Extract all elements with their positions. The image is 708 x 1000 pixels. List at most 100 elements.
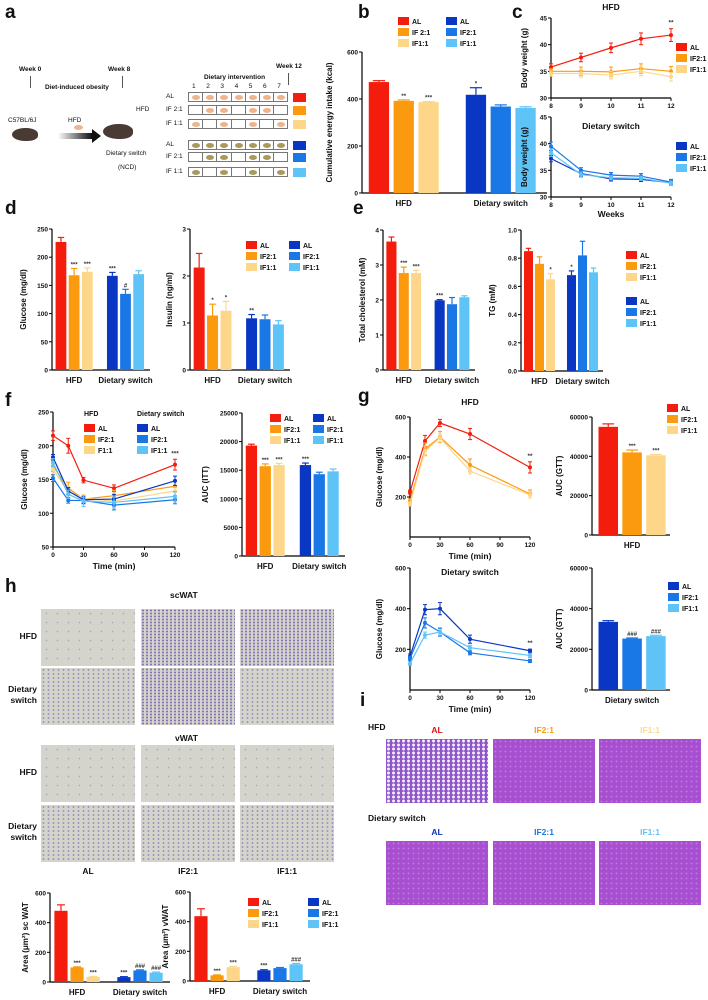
bar <box>313 474 325 556</box>
legend-swatch <box>308 920 319 928</box>
group-label: Dietary switch <box>113 988 167 997</box>
legend-swatch <box>668 604 679 612</box>
legend-swatch <box>137 435 148 443</box>
y-tick-label: 40000 <box>570 606 588 613</box>
y-tick-label: 0.6 <box>508 284 517 291</box>
food-icon <box>248 170 257 175</box>
bar <box>622 638 642 690</box>
legend-label: IF1:1 <box>151 448 167 455</box>
group-color-swatch <box>293 106 306 115</box>
bar <box>418 102 439 193</box>
adipose-histology-image <box>240 609 334 666</box>
data-point <box>609 45 613 50</box>
data-point <box>66 498 71 503</box>
food-icon <box>248 95 257 100</box>
significance-marker: # <box>124 283 128 289</box>
bar <box>589 272 598 371</box>
food-icon <box>206 108 215 113</box>
data-point <box>468 650 472 655</box>
legend-swatch <box>398 17 409 25</box>
y-tick-label: 1 <box>182 321 186 328</box>
day-number: 2 <box>206 83 210 90</box>
y-axis-label: Area (μm²) sc WAT <box>21 902 30 973</box>
legend-swatch <box>626 297 637 305</box>
y-tick-label: 150 <box>38 477 49 484</box>
bar <box>622 452 642 535</box>
y-tick-label: 0.0 <box>508 369 517 376</box>
y-tick-label: 40 <box>540 42 548 49</box>
legend-swatch <box>446 28 457 36</box>
day-number: 3 <box>220 83 225 90</box>
legend-swatch <box>398 39 409 47</box>
legend-label: IF1:1 <box>260 265 276 272</box>
legend-label: AL <box>640 299 650 306</box>
y-tick-label: 400 <box>395 455 406 462</box>
significance-marker: *** <box>90 970 98 976</box>
data-point <box>408 661 412 666</box>
vwat-title: vWAT <box>175 733 198 743</box>
legend-swatch <box>446 39 457 47</box>
data-point <box>408 656 412 661</box>
panel-label-c: c <box>512 2 523 23</box>
bar <box>220 310 232 370</box>
bar <box>398 273 409 370</box>
legend-heading: HFD <box>84 411 98 418</box>
y-tick-label: 100 <box>38 511 49 518</box>
y-axis-label: Cumulative energy intake (kcal) <box>325 62 334 182</box>
legend-swatch <box>246 263 257 271</box>
y-tick-label: 25000 <box>220 411 238 418</box>
data-point <box>669 33 673 38</box>
significance-marker: *** <box>214 969 222 975</box>
significance-marker: * <box>225 295 228 301</box>
data-point <box>438 421 442 425</box>
panel-label-b: b <box>358 2 370 23</box>
legend-label: IF1:1 <box>460 41 476 48</box>
significance-marker: *** <box>171 450 179 457</box>
y-axis-label: Area (μm²) vWAT <box>161 904 170 968</box>
adipose-histology-image <box>41 609 135 666</box>
food-icon <box>206 95 215 100</box>
schedule-row-label: IF 2:1 <box>166 106 183 113</box>
legend-label: AL <box>284 416 294 423</box>
schedule-cell <box>273 105 289 115</box>
y-axis-label: Glucose (mg/dl) <box>19 269 28 330</box>
group-color-swatch <box>293 141 306 150</box>
y-tick-label: 1 <box>375 333 379 340</box>
y-tick-label: 2 <box>375 298 379 305</box>
x-tick-label: 0 <box>51 552 55 559</box>
y-axis-label: AUC (GTT) <box>555 455 564 496</box>
bar <box>259 466 271 556</box>
y-tick-label: 0 <box>182 979 186 986</box>
y-tick-label: 0 <box>182 368 186 375</box>
x-tick-label: 120 <box>525 695 536 702</box>
week8-label: Week 8 <box>108 66 131 73</box>
legend-label: AL <box>460 19 470 26</box>
data-point <box>639 69 643 74</box>
bar <box>368 82 390 193</box>
food-icon <box>277 170 286 175</box>
legend-label: IF2:1 <box>460 30 476 37</box>
legend-swatch <box>308 909 319 917</box>
bar <box>245 445 258 556</box>
data-point <box>408 490 412 494</box>
x-tick-label: 12 <box>667 103 675 110</box>
data-point <box>549 144 553 149</box>
group-label: Dietary switch <box>605 696 659 705</box>
y-tick-label: 250 <box>38 410 49 417</box>
bar <box>120 293 131 370</box>
data-point <box>639 36 643 41</box>
legend-swatch <box>626 251 637 259</box>
panel-label-a: a <box>5 2 16 23</box>
legend-swatch <box>313 414 324 422</box>
y-tick-label: 200 <box>35 950 46 957</box>
panel-label-g: g <box>358 386 370 407</box>
week0-label: Week 0 <box>19 66 42 73</box>
x-tick-label: 30 <box>436 695 444 702</box>
food-icon <box>220 143 229 148</box>
legend-label: IF2:1 <box>303 254 319 261</box>
significance-marker: ** <box>249 309 254 315</box>
histology-column-label: IF1:1 <box>277 866 297 876</box>
x-axis-label: Weeks <box>598 209 625 219</box>
y-tick-label: 0 <box>584 688 588 695</box>
legend-swatch <box>289 241 300 249</box>
